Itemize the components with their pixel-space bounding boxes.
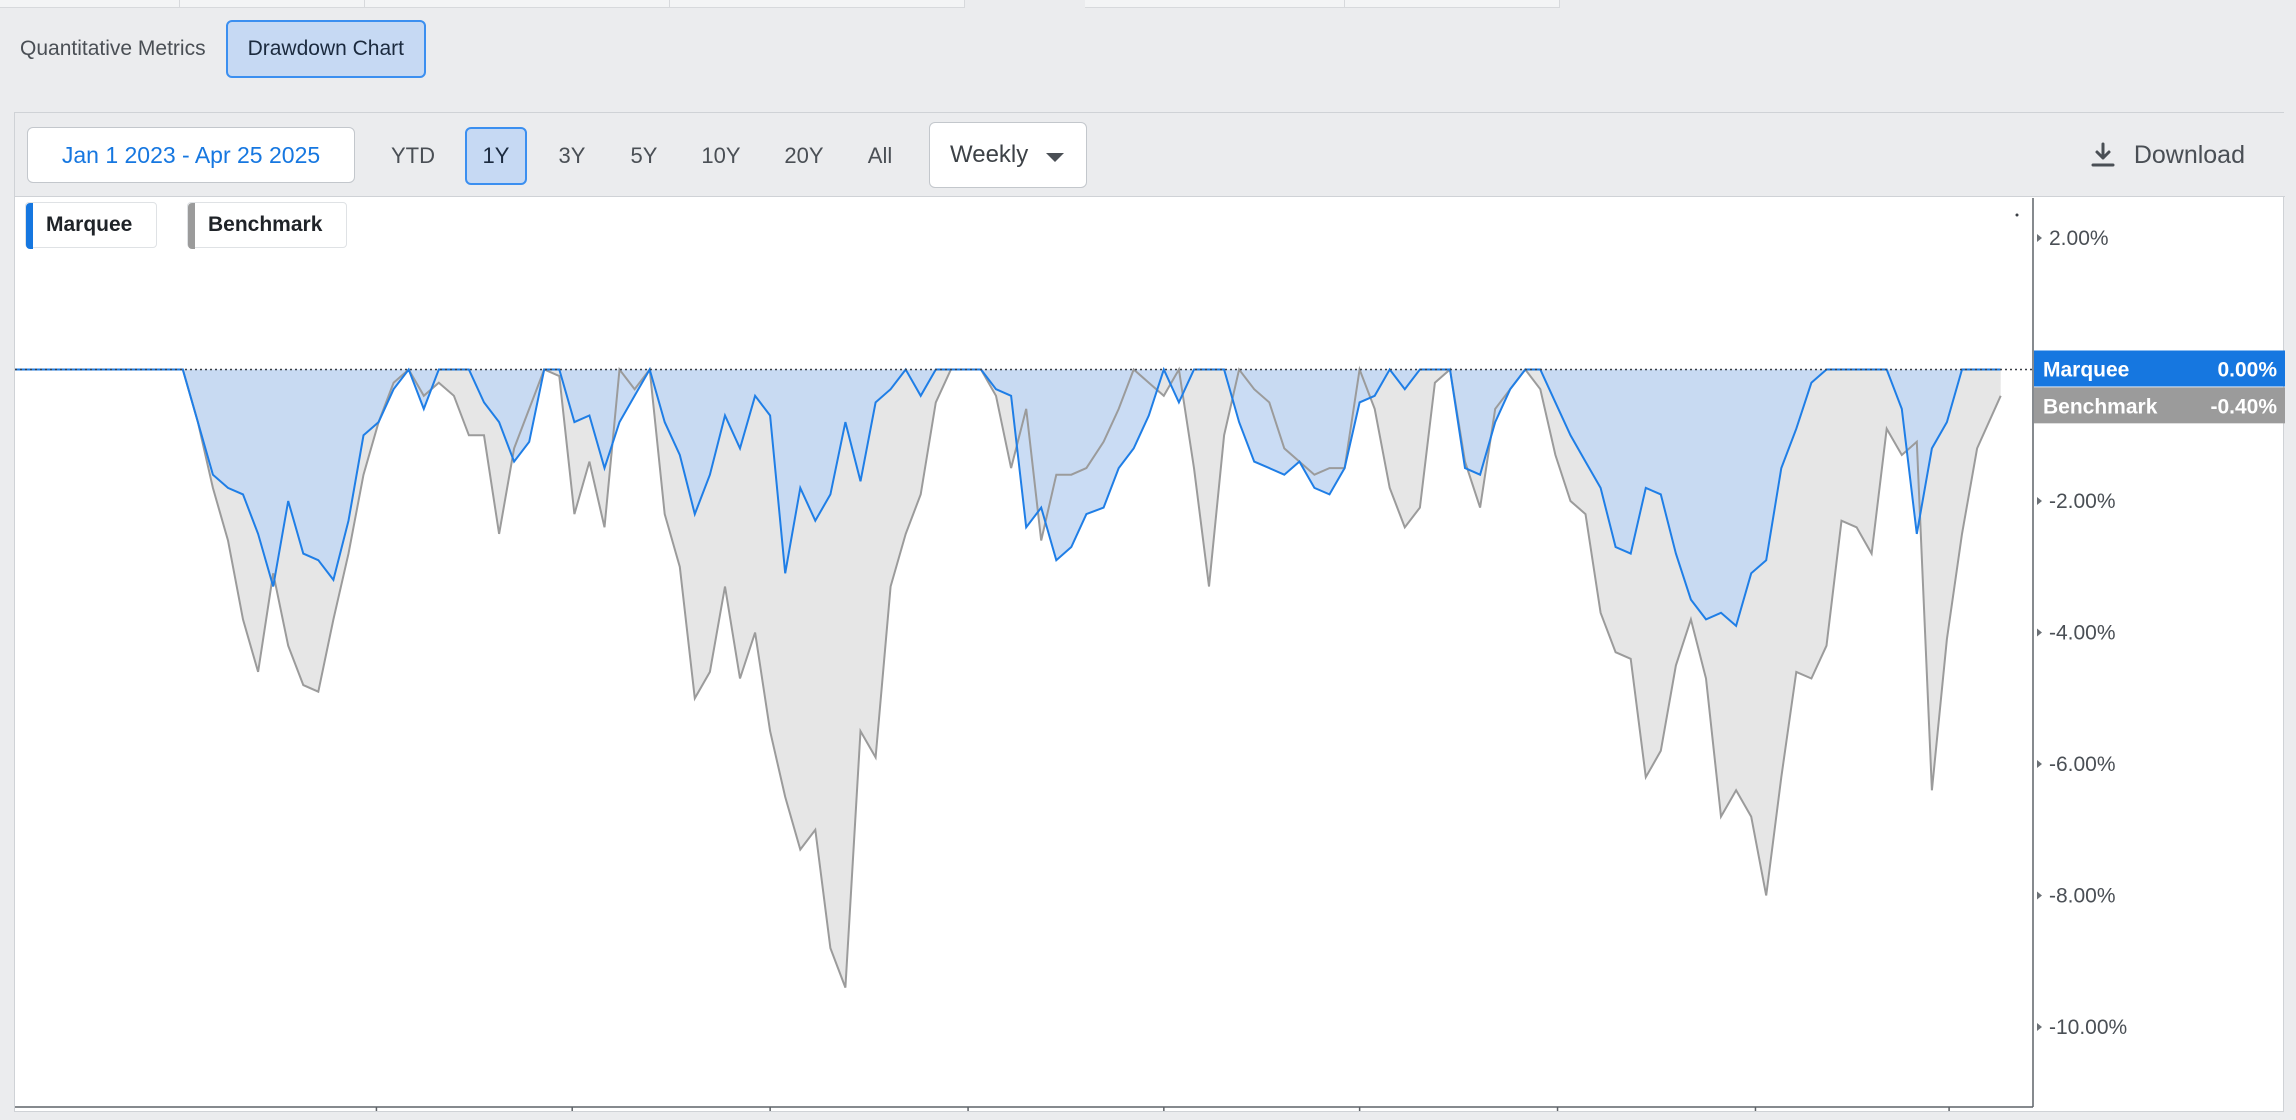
drawdown-panel: Jan 1 2023 - Apr 25 2025 YTD 1Y 3Y 5Y 10… [14,112,2286,1114]
legend-swatch-benchmark [188,203,195,249]
end-labels-layer: Benchmark -0.40% Marquee 0.00% [2034,350,2286,424]
y-tick-mark [2037,760,2042,768]
tab-strip-segment [0,0,180,8]
period-ytd-button[interactable]: YTD [391,143,435,168]
frequency-select[interactable]: Weekly [929,122,1087,188]
tab-strip-segment [670,0,965,8]
marquee-end-value: 0.00% [2217,359,2277,382]
download-label: Download [2133,140,2245,169]
y-tick-mark [2037,1023,2042,1031]
period-20y-button[interactable]: 20Y [784,143,824,168]
drawdown-chart: 2.00%-2.00%-4.00%-6.00%-8.00%-10.00%Apr … [15,198,2286,1114]
period-1y-button[interactable]: 1Y [465,127,527,185]
tab-strip-segment [1345,0,1560,8]
period-3y-button[interactable]: 3Y [558,143,586,168]
period-all-button[interactable]: All [867,143,893,168]
benchmark-end-badge [2034,387,2286,424]
legend-label-marquee: Marquee [46,213,133,236]
drawdown-chart-svg: 2.00%-2.00%-4.00%-6.00%-8.00%-10.00%Apr … [15,198,2286,1114]
y-tick-label: -10.00% [2049,1016,2127,1039]
marquee-end-name: Marquee [2043,359,2129,382]
download-button[interactable]: Download [2090,129,2245,181]
tab-drawdown-chart[interactable]: Drawdown Chart [225,20,426,78]
y-tick-label: -8.00% [2049,885,2116,908]
tab-strip-segment [365,0,670,8]
tab-strip-segment [180,0,365,8]
frequency-value: Weekly [950,141,1029,168]
legend-item-marquee[interactable]: Marquee [25,202,157,249]
marquee-area-layer [15,369,2001,626]
chevron-down-icon [1046,153,1064,162]
marquee-end-badge [2034,350,2286,387]
marquee-line [15,366,2001,628]
benchmark-end-value: -0.40% [2210,395,2277,418]
period-10y-button[interactable]: 10Y [701,143,741,168]
series-lines-layer [15,365,2002,988]
period-5y-button[interactable]: 5Y [630,143,658,168]
date-range-picker[interactable]: Jan 1 2023 - Apr 25 2025 [27,127,355,183]
y-tick-label: -4.00% [2049,622,2116,645]
download-icon [2091,142,2115,167]
y-tick-mark [2037,497,2042,505]
y-tick-label: -2.00% [2049,490,2116,513]
view-tabs: Quantitative Metrics Drawdown Chart [0,16,426,82]
tab-strip-segment [1085,0,1345,8]
marquee-area [15,369,2001,626]
chart-toolbar: Jan 1 2023 - Apr 25 2025 YTD 1Y 3Y 5Y 10… [15,113,2285,197]
benchmark-line [15,365,2002,988]
legend-label-benchmark: Benchmark [208,213,323,236]
legend-item-benchmark[interactable]: Benchmark [187,202,347,249]
axes-layer: 2.00%-2.00%-4.00%-6.00%-8.00%-10.00%Apr … [15,198,2127,1114]
benchmark-end-name: Benchmark [2043,395,2158,418]
tab-quantitative-metrics[interactable]: Quantitative Metrics [20,37,206,60]
y-tick-mark [2037,234,2042,242]
y-tick-label: 2.00% [2049,227,2109,250]
axis-marker-dot [2015,213,2019,217]
y-tick-mark [2037,628,2042,637]
y-tick-mark [2037,891,2042,900]
browser-tab-strip [0,0,2296,8]
y-tick-label: -6.00% [2049,753,2116,776]
legend-swatch-marquee [26,203,33,249]
